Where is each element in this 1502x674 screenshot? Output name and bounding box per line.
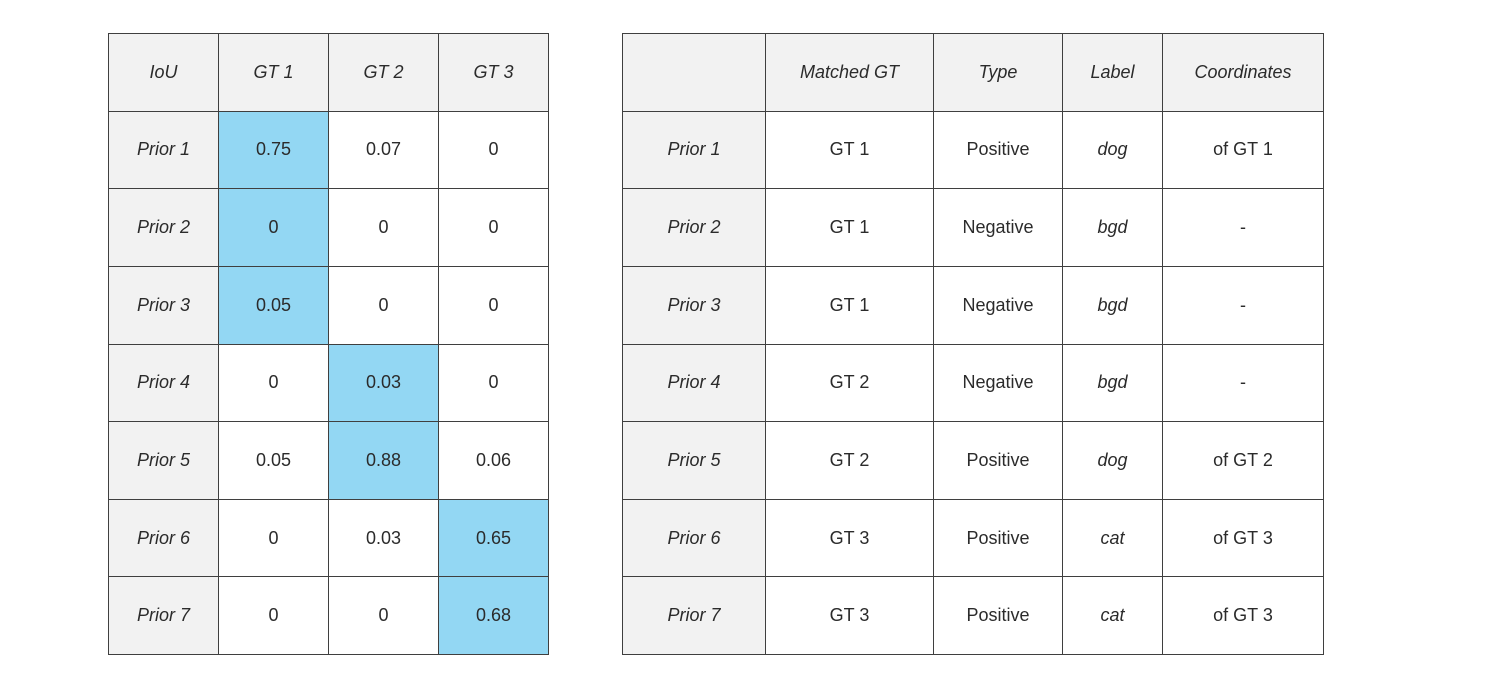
iou-table: IoU GT 1 GT 2 GT 3 Prior 1 0.75 0.07 0 P… xyxy=(108,33,549,655)
label-cell: cat xyxy=(1062,498,1163,578)
iou-row-prior-7: Prior 7 0 0 0.68 xyxy=(108,576,549,655)
gt2-column-header: GT 2 xyxy=(328,33,439,112)
coordinates-cell: - xyxy=(1162,188,1324,267)
iou-cell: 0.05 xyxy=(218,421,329,500)
match-row-prior-1: Prior 1 GT 1 Positive dog of GT 1 xyxy=(622,110,1324,190)
iou-cell-highlighted: 0 xyxy=(218,188,329,267)
type-column-header: Type xyxy=(933,33,1063,112)
matched-gt-cell: GT 3 xyxy=(765,576,934,655)
prior-label: Prior 3 xyxy=(622,265,766,345)
iou-row-prior-1: Prior 1 0.75 0.07 0 xyxy=(108,110,549,190)
coordinates-cell: of GT 2 xyxy=(1162,421,1324,500)
matched-gt-column-header: Matched GT xyxy=(765,33,934,112)
iou-row-prior-5: Prior 5 0.05 0.88 0.06 xyxy=(108,421,549,500)
prior-label: Prior 6 xyxy=(108,498,219,578)
iou-cell: 0 xyxy=(328,188,439,267)
iou-cell: 0.06 xyxy=(438,421,549,500)
label-cell: dog xyxy=(1062,421,1163,500)
match-row-prior-7: Prior 7 GT 3 Positive cat of GT 3 xyxy=(622,576,1324,655)
iou-cell: 0 xyxy=(218,343,329,423)
coordinates-column-header: Coordinates xyxy=(1162,33,1324,112)
iou-row-prior-2: Prior 2 0 0 0 xyxy=(108,188,549,267)
prior-label: Prior 1 xyxy=(108,110,219,190)
match-table: Matched GT Type Label Coordinates Prior … xyxy=(622,33,1324,655)
matched-gt-cell: GT 3 xyxy=(765,498,934,578)
iou-corner-header: IoU xyxy=(108,33,219,112)
label-cell: bgd xyxy=(1062,343,1163,423)
iou-cell-highlighted: 0.03 xyxy=(328,343,439,423)
label-column-header: Label xyxy=(1062,33,1163,112)
type-cell: Positive xyxy=(933,110,1063,190)
match-row-prior-3: Prior 3 GT 1 Negative bgd - xyxy=(622,265,1324,345)
match-corner-header xyxy=(622,33,766,112)
iou-header-row: IoU GT 1 GT 2 GT 3 xyxy=(108,33,549,112)
type-cell: Positive xyxy=(933,576,1063,655)
match-row-prior-6: Prior 6 GT 3 Positive cat of GT 3 xyxy=(622,498,1324,578)
matched-gt-cell: GT 2 xyxy=(765,343,934,423)
iou-cell: 0 xyxy=(218,576,329,655)
prior-label: Prior 6 xyxy=(622,498,766,578)
iou-cell: 0.07 xyxy=(328,110,439,190)
gt3-column-header: GT 3 xyxy=(438,33,549,112)
iou-cell: 0 xyxy=(328,265,439,345)
label-cell: dog xyxy=(1062,110,1163,190)
type-cell: Negative xyxy=(933,343,1063,423)
type-cell: Positive xyxy=(933,421,1063,500)
match-row-prior-2: Prior 2 GT 1 Negative bgd - xyxy=(622,188,1324,267)
prior-label: Prior 3 xyxy=(108,265,219,345)
iou-cell: 0 xyxy=(328,576,439,655)
matched-gt-cell: GT 2 xyxy=(765,421,934,500)
iou-cell-highlighted: 0.05 xyxy=(218,265,329,345)
prior-label: Prior 4 xyxy=(622,343,766,423)
iou-row-prior-3: Prior 3 0.05 0 0 xyxy=(108,265,549,345)
iou-row-prior-4: Prior 4 0 0.03 0 xyxy=(108,343,549,423)
iou-cell-highlighted: 0.88 xyxy=(328,421,439,500)
iou-cell: 0 xyxy=(218,498,329,578)
type-cell: Negative xyxy=(933,265,1063,345)
match-row-prior-5: Prior 5 GT 2 Positive dog of GT 2 xyxy=(622,421,1324,500)
iou-cell-highlighted: 0.68 xyxy=(438,576,549,655)
iou-cell-highlighted: 0.75 xyxy=(218,110,329,190)
label-cell: bgd xyxy=(1062,265,1163,345)
prior-label: Prior 5 xyxy=(108,421,219,500)
matched-gt-cell: GT 1 xyxy=(765,110,934,190)
coordinates-cell: - xyxy=(1162,265,1324,345)
iou-cell: 0 xyxy=(438,110,549,190)
iou-row-prior-6: Prior 6 0 0.03 0.65 xyxy=(108,498,549,578)
iou-cell: 0 xyxy=(438,265,549,345)
iou-cell: 0.03 xyxy=(328,498,439,578)
matched-gt-cell: GT 1 xyxy=(765,188,934,267)
prior-label: Prior 7 xyxy=(622,576,766,655)
coordinates-cell: of GT 3 xyxy=(1162,576,1324,655)
label-cell: bgd xyxy=(1062,188,1163,267)
prior-label: Prior 4 xyxy=(108,343,219,423)
matched-gt-cell: GT 1 xyxy=(765,265,934,345)
match-row-prior-4: Prior 4 GT 2 Negative bgd - xyxy=(622,343,1324,423)
coordinates-cell: - xyxy=(1162,343,1324,423)
type-cell: Positive xyxy=(933,498,1063,578)
coordinates-cell: of GT 3 xyxy=(1162,498,1324,578)
iou-cell: 0 xyxy=(438,343,549,423)
prior-label: Prior 2 xyxy=(622,188,766,267)
coordinates-cell: of GT 1 xyxy=(1162,110,1324,190)
iou-cell: 0 xyxy=(438,188,549,267)
iou-cell-highlighted: 0.65 xyxy=(438,498,549,578)
prior-label: Prior 7 xyxy=(108,576,219,655)
label-cell: cat xyxy=(1062,576,1163,655)
prior-label: Prior 2 xyxy=(108,188,219,267)
prior-label: Prior 5 xyxy=(622,421,766,500)
match-header-row: Matched GT Type Label Coordinates xyxy=(622,33,1324,112)
gt1-column-header: GT 1 xyxy=(218,33,329,112)
type-cell: Negative xyxy=(933,188,1063,267)
prior-label: Prior 1 xyxy=(622,110,766,190)
